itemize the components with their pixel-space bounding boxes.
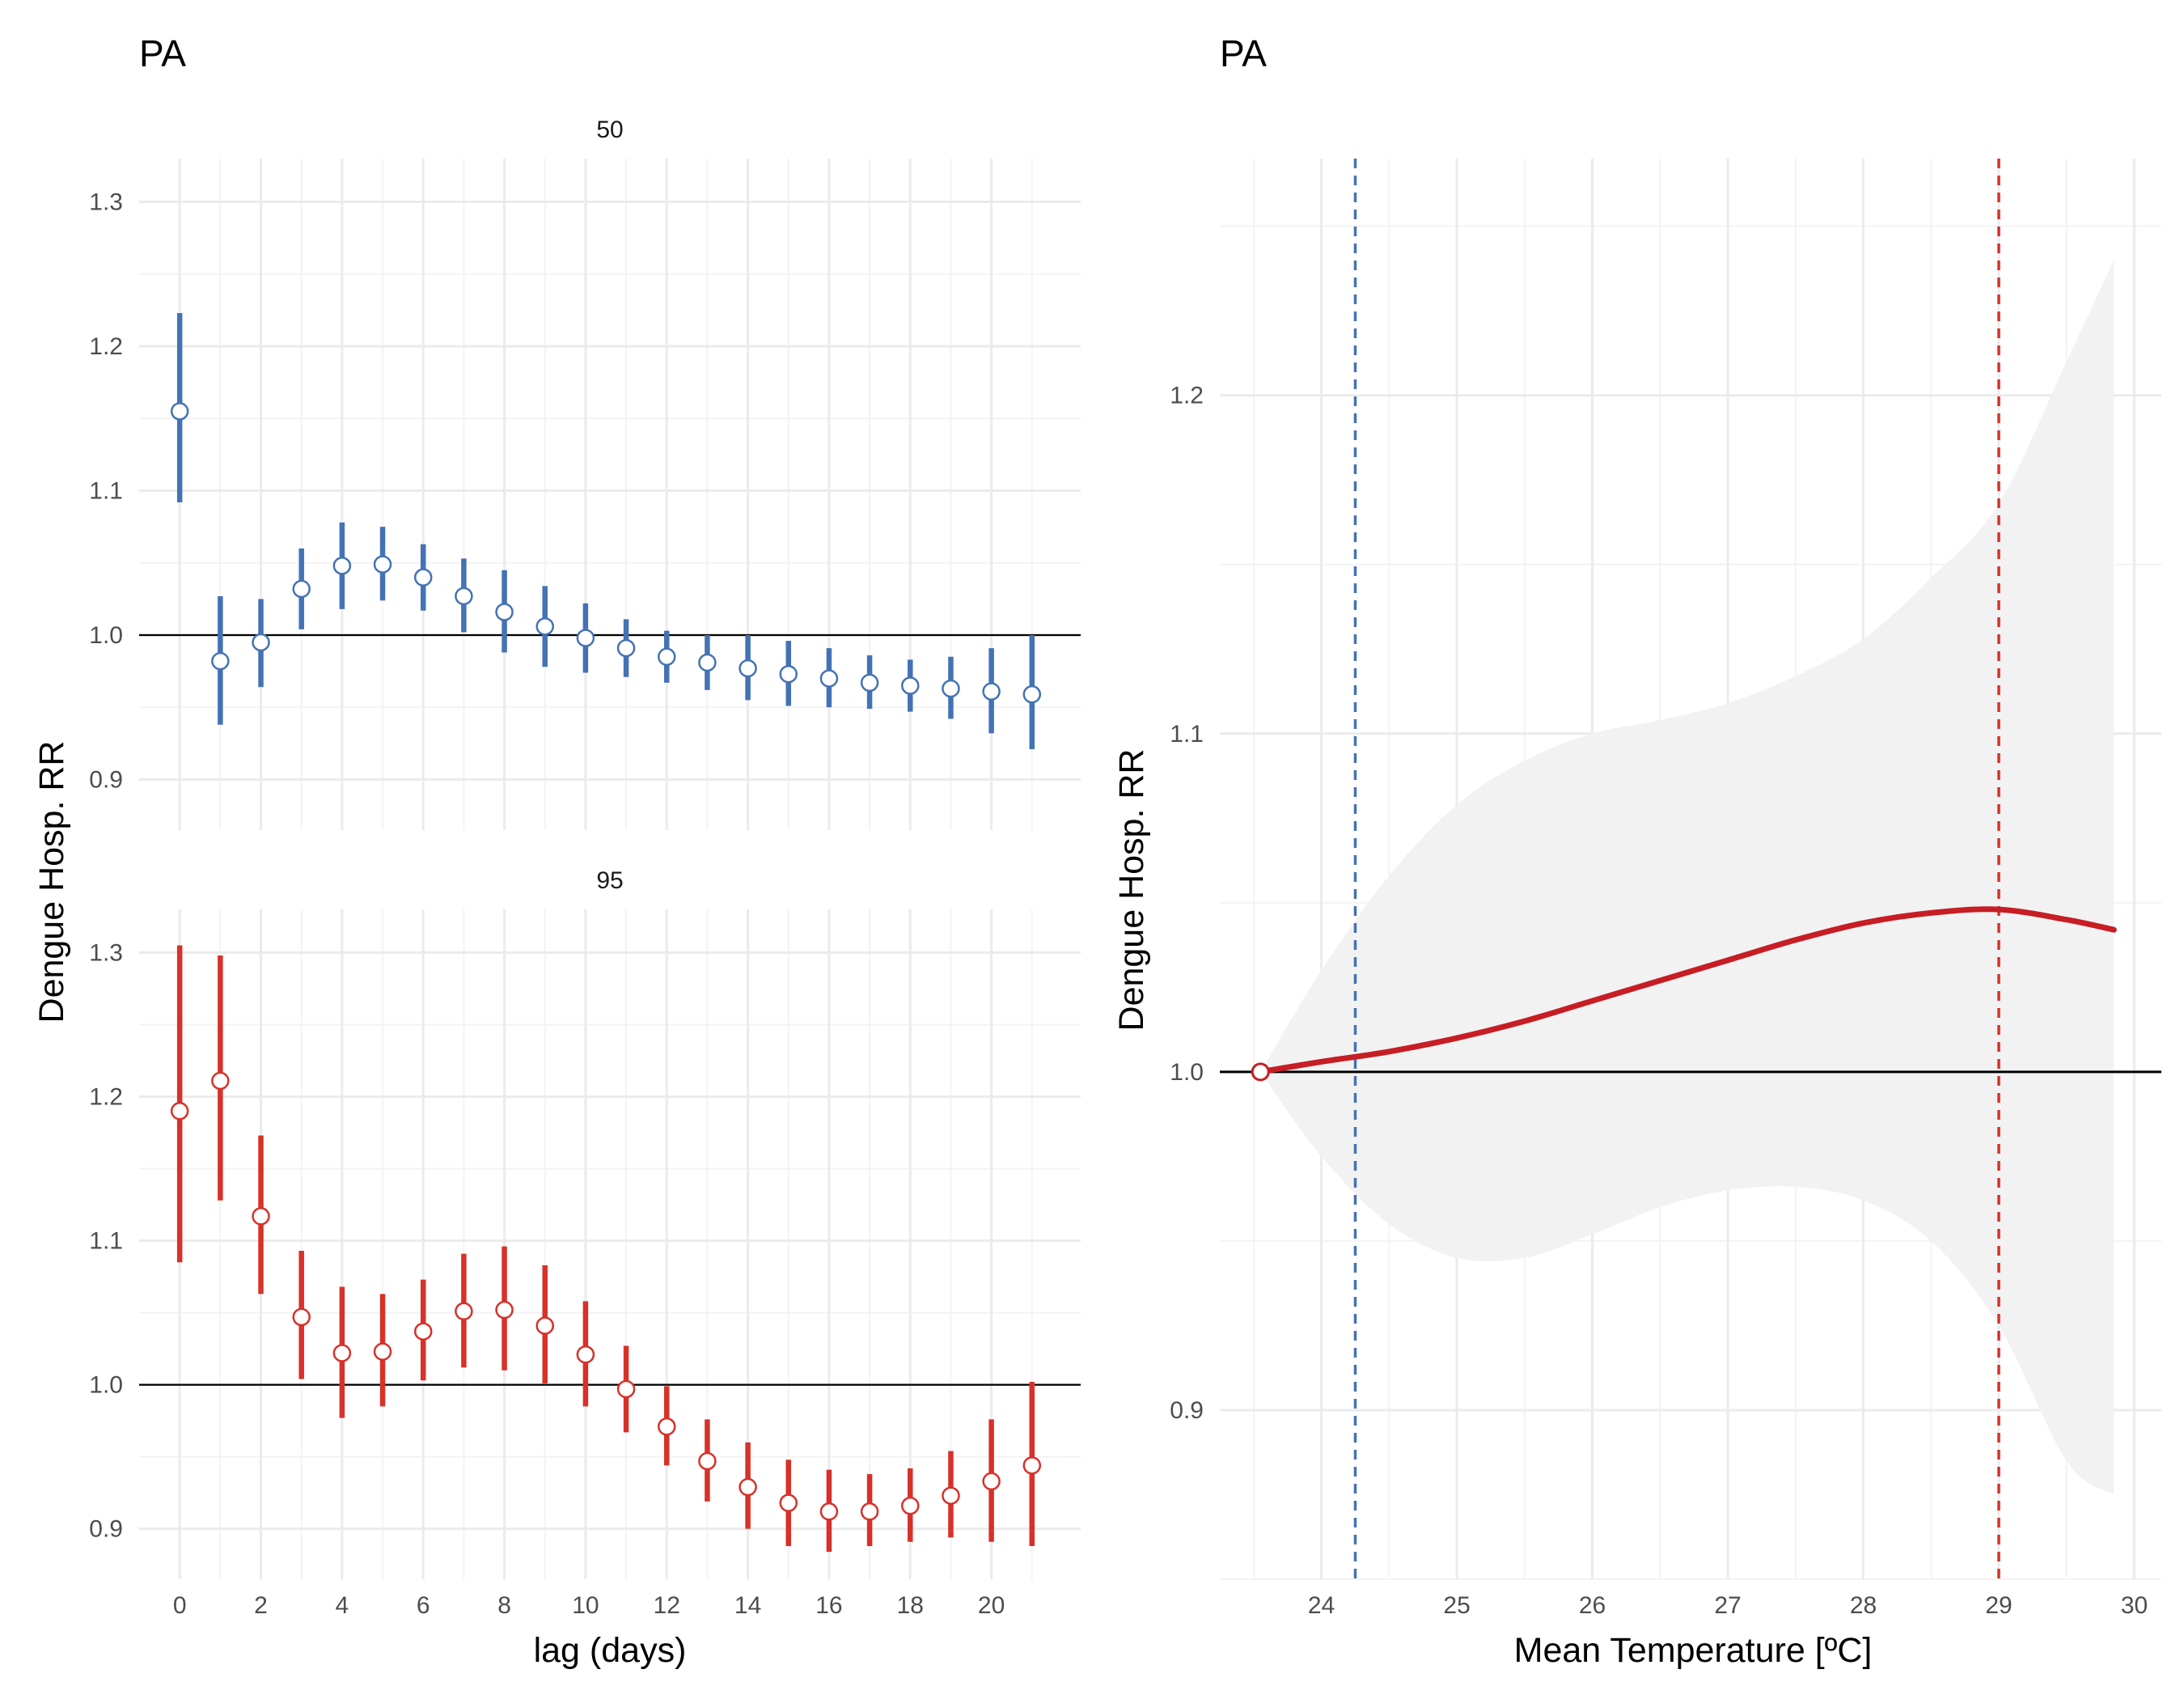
estimate-point <box>901 676 920 695</box>
x-tick-label: 20 <box>978 1592 1005 1619</box>
confidence-band <box>1260 260 2114 1495</box>
estimate-point <box>739 659 757 678</box>
estimate-point <box>576 1345 595 1364</box>
x-tick-label: 8 <box>497 1592 511 1619</box>
estimate-point <box>373 555 392 574</box>
right-y-axis-label: Dengue Hosp. RR <box>1112 749 1151 1032</box>
x-tick-label: 10 <box>572 1592 599 1619</box>
x-tick-label: 12 <box>654 1592 680 1619</box>
x-tick-label: 4 <box>336 1592 349 1619</box>
y-tick-label: 0.9 <box>89 1516 123 1543</box>
estimate-point <box>332 557 352 575</box>
estimate-point <box>942 679 960 698</box>
estimate-point <box>860 1502 879 1521</box>
response-curve <box>1257 906 2117 1075</box>
x-tick-label: 16 <box>815 1592 842 1619</box>
x-tick-label: 30 <box>2121 1592 2148 1619</box>
estimate-point <box>739 1477 757 1497</box>
x-tick-label: 6 <box>417 1592 430 1619</box>
estimate-point <box>292 579 311 599</box>
left-panel-title: PA <box>139 32 186 74</box>
estimate-point <box>332 1344 352 1362</box>
estimate-point <box>413 1322 433 1341</box>
estimate-point <box>413 568 433 587</box>
estimate-point <box>982 682 1001 701</box>
y-tick-label: 1.0 <box>89 1372 123 1399</box>
estimate-point <box>616 638 636 658</box>
x-tick-label: 2 <box>254 1592 268 1619</box>
estimate-point <box>455 587 473 606</box>
estimate-point <box>211 1071 230 1091</box>
x-tick-label: 29 <box>1985 1592 2012 1619</box>
estimate-point <box>1022 684 1042 704</box>
estimate-point <box>292 1307 311 1327</box>
temperature-response-plot: 24 25 26 27 28 29 30 0.9 1.0 1.1 1.2 <box>1170 159 2161 1619</box>
x-tick-label: 14 <box>734 1592 761 1619</box>
x-tick-label: 24 <box>1308 1592 1335 1619</box>
estimate-point <box>698 653 717 672</box>
y-tick-label: 0.9 <box>89 767 123 794</box>
y-tick-label: 1.2 <box>89 333 123 360</box>
left-y-axis-label: Dengue Hosp. RR <box>32 741 71 1023</box>
estimate-point <box>860 673 879 693</box>
right-panel-title: PA <box>1220 32 1267 74</box>
estimate-point <box>657 647 676 667</box>
estimate-point <box>495 1300 514 1320</box>
y-tick-label: 1.0 <box>89 622 123 649</box>
estimate-point <box>211 651 230 671</box>
facet-strip-50: 50 <box>596 117 623 143</box>
y-tick-label: 1.2 <box>1170 383 1204 409</box>
estimate-point <box>535 1316 554 1335</box>
y-tick-label: 0.9 <box>1170 1397 1204 1424</box>
estimate-point <box>576 629 595 647</box>
estimate-point <box>982 1472 1001 1491</box>
estimate-point <box>779 1494 798 1512</box>
estimate-point <box>942 1486 960 1505</box>
estimate-point <box>495 603 514 621</box>
estimate-point <box>819 1502 839 1521</box>
x-tick-label: 18 <box>897 1592 924 1619</box>
y-tick-label: 1.1 <box>89 478 123 505</box>
estimate-point <box>252 1207 270 1226</box>
estimate-point <box>779 664 798 684</box>
y-tick-label: 1.2 <box>89 1083 123 1110</box>
estimate-point <box>455 1302 473 1321</box>
y-tick-label: 1.3 <box>89 939 123 966</box>
x-tick-label: 28 <box>1850 1592 1877 1619</box>
y-tick-label: 1.0 <box>1170 1059 1204 1086</box>
estimate-point <box>252 633 270 652</box>
x-tick-label: 26 <box>1579 1592 1606 1619</box>
estimate-point <box>698 1451 717 1471</box>
estimate-point <box>616 1379 636 1399</box>
facet-95-plot: 0.9 1.0 1.1 1.2 1.3 <box>89 909 1081 1579</box>
right-x-axis-label: Mean Temperature [ºC] <box>1514 1631 1873 1670</box>
left-x-ticks: 0 2 4 6 8 10 12 14 16 18 20 <box>173 1592 1005 1619</box>
y-tick-label: 1.1 <box>89 1228 123 1255</box>
y-tick-label: 1.3 <box>89 189 123 216</box>
estimate-point <box>373 1342 392 1361</box>
x-tick-label: 25 <box>1443 1592 1470 1619</box>
estimate-point <box>1022 1456 1042 1475</box>
estimate-point <box>535 617 554 636</box>
estimate-point <box>170 1102 189 1121</box>
y-tick-label: 1.1 <box>1170 721 1204 748</box>
estimate-point <box>819 669 839 688</box>
estimate-point <box>170 402 189 421</box>
reference-point <box>1251 1062 1270 1082</box>
x-tick-label: 27 <box>1714 1592 1741 1619</box>
estimate-point <box>901 1496 920 1515</box>
estimate-point <box>657 1417 676 1436</box>
x-tick-label: 0 <box>173 1592 187 1619</box>
left-x-axis-label: lag (days) <box>534 1631 687 1670</box>
facet-strip-95: 95 <box>596 867 623 894</box>
facet-50-plot: 0.9 1.0 1.1 1.2 1.3 <box>89 159 1081 830</box>
